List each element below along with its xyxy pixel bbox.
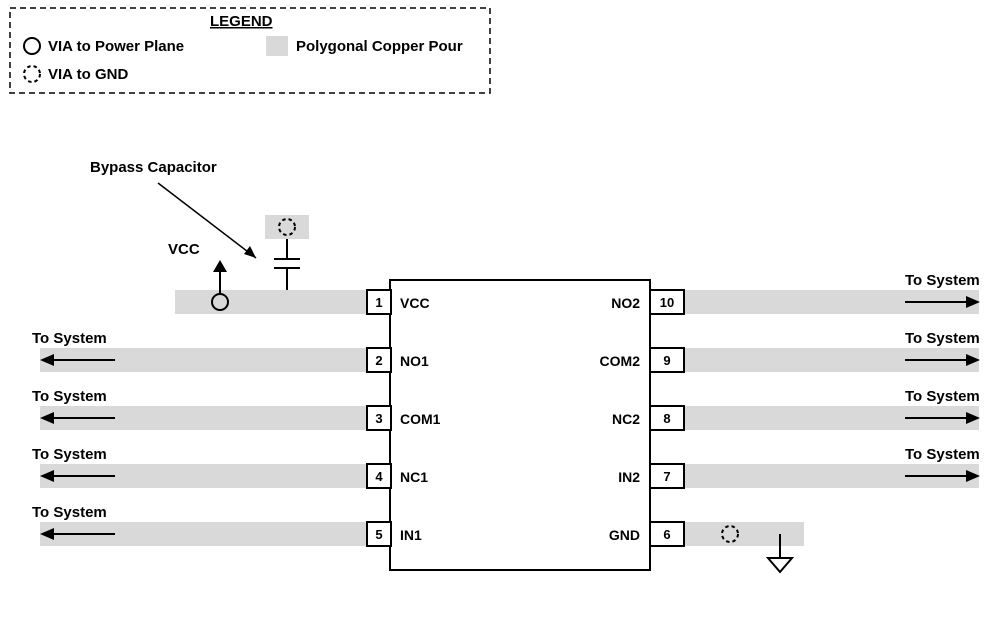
pin-num-1: 1 — [375, 295, 382, 310]
pin7-to-system: To System — [905, 446, 980, 463]
legend-copper-pour: Polygonal Copper Pour — [296, 38, 463, 55]
copper-pour-icon — [266, 36, 288, 56]
pin-label-9: COM2 — [600, 353, 641, 369]
via-power-icon — [24, 38, 40, 54]
pin-num-5: 5 — [375, 527, 382, 542]
vcc-arrowhead — [213, 260, 227, 272]
trace-pin1 — [175, 290, 367, 314]
via-gnd-icon — [24, 66, 40, 82]
pin-label-4: NC1 — [400, 469, 428, 485]
cap-pad-pour — [265, 215, 309, 239]
legend: LEGEND VIA to Power Plane Polygonal Copp… — [10, 8, 490, 93]
legend-via-power: VIA to Power Plane — [48, 38, 184, 55]
pin10-to-system: To System — [905, 272, 980, 289]
pin-num-8: 8 — [663, 411, 670, 426]
pin-label-1: VCC — [400, 295, 430, 311]
left-traces: VCC To System To System To System To Sys… — [32, 241, 367, 546]
pin-label-10: NO2 — [611, 295, 640, 311]
legend-via-gnd: VIA to GND — [48, 66, 128, 83]
pin4-to-system: To System — [32, 446, 107, 463]
pin8-to-system: To System — [905, 388, 980, 405]
pin-label-8: NC2 — [612, 411, 640, 427]
pin-label-2: NO1 — [400, 353, 429, 369]
pin-num-10: 10 — [660, 295, 674, 310]
vcc-text: VCC — [168, 241, 200, 258]
pin2-to-system: To System — [32, 330, 107, 347]
legend-title: LEGEND — [210, 13, 273, 30]
right-traces: To System To System To System To System — [684, 272, 980, 572]
pin9-to-system: To System — [905, 330, 980, 347]
pin5-to-system: To System — [32, 504, 107, 521]
pin-num-6: 6 — [663, 527, 670, 542]
pin-label-3: COM1 — [400, 411, 441, 427]
pin-label-7: IN2 — [618, 469, 640, 485]
pin-label-5: IN1 — [400, 527, 422, 543]
pin-num-9: 9 — [663, 353, 670, 368]
gnd-triangle — [768, 558, 792, 572]
bypass-cap-arrowhead — [244, 246, 256, 258]
pin3-to-system: To System — [32, 388, 107, 405]
pin-label-6: GND — [609, 527, 640, 543]
pin-num-3: 3 — [375, 411, 382, 426]
pin-num-2: 2 — [375, 353, 382, 368]
ic-chip: 1 VCC 2 NO1 3 COM1 4 NC1 5 IN1 10 NO2 9 … — [367, 280, 684, 570]
capacitor-pad-group — [265, 215, 309, 290]
trace-pin6 — [684, 522, 804, 546]
pin-num-7: 7 — [663, 469, 670, 484]
pin-num-4: 4 — [375, 469, 383, 484]
bypass-cap-label: Bypass Capacitor — [90, 159, 217, 176]
